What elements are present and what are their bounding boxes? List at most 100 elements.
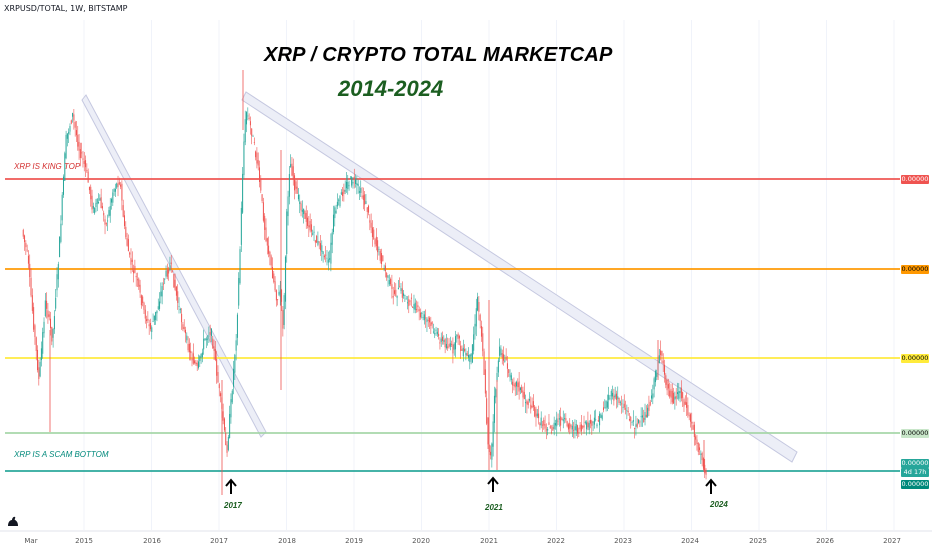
candle-body bbox=[201, 352, 203, 358]
candle-body bbox=[500, 348, 502, 356]
candle-body bbox=[185, 329, 187, 334]
candle-body bbox=[300, 203, 302, 211]
candle-body bbox=[217, 372, 219, 383]
candle-body bbox=[143, 302, 145, 310]
candle-body bbox=[323, 255, 325, 258]
candle-body bbox=[56, 274, 58, 291]
candle-body bbox=[421, 313, 423, 314]
candle-body bbox=[153, 315, 155, 321]
candle-body bbox=[243, 141, 245, 176]
axis-tick: 2021 bbox=[480, 537, 498, 545]
candle-body bbox=[409, 300, 411, 302]
candle-body bbox=[177, 291, 179, 303]
candle-body bbox=[187, 343, 189, 351]
candle-body bbox=[595, 419, 597, 421]
candle-body bbox=[440, 338, 442, 342]
candle-body bbox=[678, 391, 680, 399]
candle-body bbox=[69, 126, 71, 132]
candle-body bbox=[336, 201, 338, 207]
candle-body bbox=[639, 421, 641, 423]
candle-body bbox=[462, 347, 464, 357]
candle-body bbox=[151, 327, 153, 333]
candle-body bbox=[691, 421, 693, 424]
candle-body bbox=[430, 322, 432, 326]
candle-body bbox=[399, 286, 401, 288]
candle-body bbox=[182, 324, 184, 330]
candle-body bbox=[525, 402, 527, 404]
candle-body bbox=[693, 424, 695, 438]
candle-body bbox=[634, 427, 636, 429]
candle-body bbox=[626, 410, 628, 412]
candle-body bbox=[104, 219, 106, 225]
candle-body bbox=[574, 426, 576, 431]
candle-body bbox=[183, 327, 185, 329]
candle-body bbox=[64, 153, 66, 181]
candle-body bbox=[518, 381, 520, 392]
candle-body bbox=[548, 422, 550, 425]
candle-body bbox=[53, 316, 55, 330]
candle-body bbox=[111, 198, 113, 203]
candle-body bbox=[458, 336, 460, 339]
candle-body bbox=[168, 269, 170, 274]
candle-body bbox=[478, 301, 480, 312]
candle-body bbox=[705, 469, 707, 475]
candle-body bbox=[562, 419, 564, 422]
candle-body bbox=[556, 418, 558, 427]
candle-body bbox=[631, 422, 633, 423]
candle-body bbox=[181, 313, 183, 323]
candle-body bbox=[665, 375, 667, 385]
candle-body bbox=[271, 267, 273, 279]
candle-body bbox=[444, 338, 446, 348]
candle-body bbox=[257, 160, 259, 166]
candle-body bbox=[467, 355, 469, 358]
candle-body bbox=[274, 281, 276, 291]
chart-subtitle: 2014-2024 bbox=[338, 76, 444, 101]
candle-body bbox=[155, 312, 157, 320]
candle-body bbox=[688, 415, 690, 417]
candle-body bbox=[31, 295, 33, 311]
candle-body bbox=[371, 227, 373, 238]
candle-body bbox=[239, 249, 241, 284]
candle-body bbox=[277, 299, 279, 301]
candle-body bbox=[73, 114, 75, 121]
candle-body bbox=[674, 396, 676, 400]
candle-body bbox=[26, 249, 28, 251]
candle-body bbox=[647, 407, 649, 417]
candle-body bbox=[702, 458, 704, 469]
candle-body bbox=[522, 390, 524, 398]
candle-body bbox=[583, 425, 585, 428]
candle-body bbox=[529, 399, 530, 401]
candle-body bbox=[309, 220, 311, 231]
candle-body bbox=[370, 222, 372, 228]
candle-body bbox=[252, 136, 254, 137]
candle-body bbox=[429, 317, 431, 323]
candle-body bbox=[200, 353, 202, 358]
price-tag-orange: 0.00000 bbox=[901, 265, 929, 274]
candle-body bbox=[400, 288, 402, 292]
candle-body bbox=[121, 183, 123, 201]
candle-body bbox=[70, 120, 72, 124]
candle-body bbox=[22, 229, 24, 237]
candle-body bbox=[571, 425, 573, 430]
candle-body bbox=[30, 277, 32, 296]
candle-body bbox=[464, 349, 466, 351]
candle-body bbox=[377, 240, 379, 253]
candle-body bbox=[368, 205, 370, 213]
candle-body bbox=[268, 245, 270, 254]
candle-body bbox=[628, 419, 630, 421]
candle-body bbox=[451, 343, 453, 345]
candle-body bbox=[286, 211, 288, 255]
candle-body bbox=[602, 407, 604, 411]
candle-body bbox=[686, 402, 688, 408]
candle-body bbox=[46, 300, 48, 309]
candle-body bbox=[640, 416, 642, 418]
candle-body bbox=[191, 358, 193, 361]
candle-body bbox=[244, 119, 246, 143]
candle-body bbox=[216, 358, 218, 376]
candle-body bbox=[57, 264, 59, 280]
candle-body bbox=[51, 326, 53, 342]
candle-body bbox=[460, 345, 462, 351]
axis-tick: 2022 bbox=[547, 537, 565, 545]
candle-body bbox=[392, 296, 394, 298]
